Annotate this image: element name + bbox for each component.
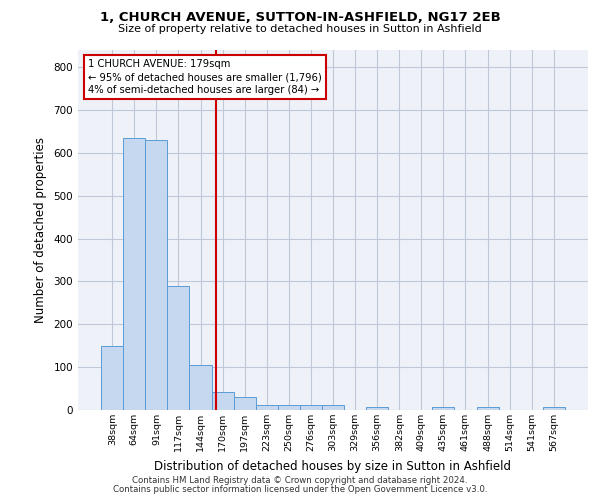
Text: Contains public sector information licensed under the Open Government Licence v3: Contains public sector information licen… [113, 485, 487, 494]
Bar [123, 138, 145, 410]
Bar [212, 392, 233, 410]
Bar [233, 397, 256, 410]
Bar [433, 406, 454, 410]
Bar [145, 140, 167, 410]
Bar [278, 405, 300, 410]
Y-axis label: Number of detached properties: Number of detached properties [34, 137, 47, 323]
Bar [101, 346, 123, 410]
Bar [300, 405, 322, 410]
Bar [167, 286, 190, 410]
Bar [543, 406, 565, 410]
Text: 1, CHURCH AVENUE, SUTTON-IN-ASHFIELD, NG17 2EB: 1, CHURCH AVENUE, SUTTON-IN-ASHFIELD, NG… [100, 11, 500, 24]
Bar [190, 365, 212, 410]
Bar [476, 406, 499, 410]
Text: Size of property relative to detached houses in Sutton in Ashfield: Size of property relative to detached ho… [118, 24, 482, 34]
Bar [322, 405, 344, 410]
Bar [366, 406, 388, 410]
Text: 1 CHURCH AVENUE: 179sqm
← 95% of detached houses are smaller (1,796)
4% of semi-: 1 CHURCH AVENUE: 179sqm ← 95% of detache… [88, 59, 322, 96]
Bar [256, 405, 278, 410]
X-axis label: Distribution of detached houses by size in Sutton in Ashfield: Distribution of detached houses by size … [155, 460, 511, 472]
Text: Contains HM Land Registry data © Crown copyright and database right 2024.: Contains HM Land Registry data © Crown c… [132, 476, 468, 485]
